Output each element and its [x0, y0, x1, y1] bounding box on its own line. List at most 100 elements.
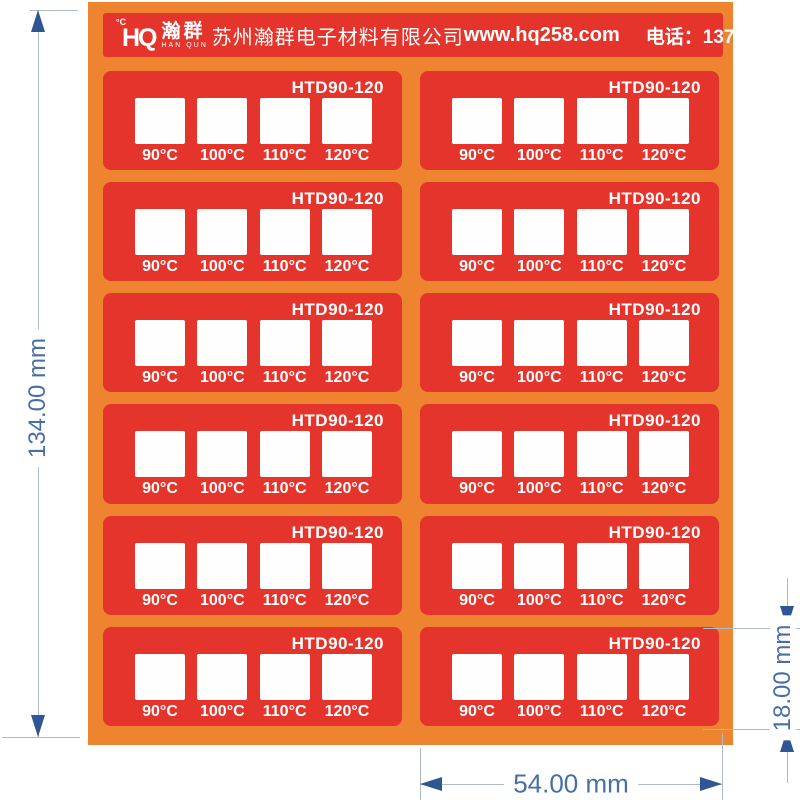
website-url: www.hq258.com [463, 23, 620, 46]
temp-value: 120°C [641, 591, 687, 609]
label-cells: 90°C 100°C 110°C 120°C [448, 320, 693, 387]
temp-indicator-label: HTD90-120 90°C 100°C 110°C 120°C [103, 626, 402, 726]
temp-cell: 110°C [256, 431, 314, 498]
temp-value: 100°C [200, 258, 245, 276]
temp-value: 100°C [200, 702, 245, 720]
temp-indicator-label: HTD90-120 90°C 100°C 110°C 120°C [420, 626, 719, 726]
indicator-window [638, 98, 689, 144]
temp-value: 120°C [324, 702, 370, 720]
indicator-window [576, 320, 627, 367]
indicator-window [135, 431, 185, 478]
indicator-window [514, 209, 565, 256]
indicator-window [259, 98, 310, 144]
indicator-window [321, 431, 372, 478]
temp-cell: 100°C [510, 98, 568, 165]
indicator-window [197, 653, 248, 700]
temp-cell: 90°C [448, 98, 506, 165]
brand-logo: °C HQ 瀚群 HAN QUN [113, 16, 208, 51]
indicator-window [576, 542, 627, 589]
temp-cell: 90°C [448, 542, 506, 610]
temp-value: 120°C [324, 147, 370, 164]
temp-indicator-label: HTD90-120 90°C 100°C 110°C 120°C [103, 404, 402, 504]
temp-cell: 110°C [573, 653, 631, 721]
temp-indicator-label: HTD90-120 90°C 100°C 110°C 120°C [420, 182, 719, 282]
temp-cell: 90°C [448, 320, 506, 387]
temp-value: 120°C [324, 369, 370, 387]
temp-value: 90°C [459, 591, 495, 609]
indicator-window [135, 98, 185, 144]
indicator-window [638, 209, 689, 256]
temp-cell: 110°C [573, 209, 631, 276]
temp-cell: 100°C [510, 209, 568, 276]
label-model: HTD90-120 [291, 300, 384, 320]
dim-width-arrow-left-icon [420, 777, 442, 791]
temp-value: 120°C [641, 702, 687, 720]
temp-value: 120°C [641, 369, 687, 387]
indicator-window [514, 431, 565, 478]
indicator-window [135, 320, 185, 367]
indicator-window [259, 542, 310, 589]
indicator-window [259, 320, 310, 367]
indicator-window [452, 542, 502, 589]
dim-label-height-ext-bottom [703, 729, 800, 730]
temp-cell: 120°C [635, 542, 693, 610]
temp-cell: 100°C [510, 653, 568, 721]
dim-width-ext-left [420, 748, 421, 800]
label-cells: 90°C 100°C 110°C 120°C [131, 431, 376, 498]
dim-width-text: 54.00 mm [504, 770, 638, 799]
label-cells: 90°C 100°C 110°C 120°C [131, 320, 376, 387]
temp-indicator-label: HTD90-120 90°C 100°C 110°C 120°C [103, 71, 402, 171]
label-cells: 90°C 100°C 110°C 120°C [448, 209, 693, 276]
indicator-window [197, 98, 248, 144]
label-cells: 90°C 100°C 110°C 120°C [448, 98, 693, 165]
indicator-window [638, 542, 689, 589]
temp-value: 120°C [324, 480, 370, 498]
temp-value: 90°C [459, 702, 495, 720]
indicator-window [638, 431, 689, 478]
logo-monogram: °C HQ [113, 16, 158, 51]
temp-value: 90°C [142, 702, 178, 720]
temp-value: 110°C [262, 591, 307, 609]
temp-cell: 110°C [573, 542, 631, 610]
dim-height-top-tick [30, 10, 78, 11]
dim-height-bottom-tick [2, 737, 80, 738]
indicator-window [259, 209, 310, 256]
label-model: HTD90-120 [608, 300, 701, 320]
indicator-window [259, 431, 310, 478]
temp-cell: 120°C [318, 209, 376, 276]
temp-cell: 90°C [131, 431, 189, 498]
indicator-window [452, 431, 502, 478]
dim-label-height-text: 18.00 mm [769, 615, 797, 741]
indicator-window [452, 98, 502, 144]
label-cells: 90°C 100°C 110°C 120°C [131, 653, 376, 721]
indicator-window [197, 542, 248, 589]
temp-value: 90°C [459, 147, 495, 164]
temp-cell: 90°C [448, 431, 506, 498]
indicator-window [576, 653, 627, 700]
temp-value: 100°C [517, 369, 562, 387]
degree-celsius-icon: °C [116, 16, 127, 27]
label-cells: 90°C 100°C 110°C 120°C [131, 209, 376, 276]
indicator-window [514, 542, 565, 589]
indicator-window [135, 209, 185, 256]
indicator-window [514, 98, 565, 144]
temp-indicator-label: HTD90-120 90°C 100°C 110°C 120°C [420, 71, 719, 171]
label-cells: 90°C 100°C 110°C 120°C [448, 431, 693, 498]
temp-cell: 120°C [318, 431, 376, 498]
dim-height-arrow-down-icon [31, 715, 45, 737]
temp-value: 120°C [641, 258, 687, 276]
temp-value: 100°C [517, 258, 562, 276]
label-model: HTD90-120 [608, 633, 701, 653]
indicator-window [452, 653, 502, 700]
temp-cell: 100°C [510, 320, 568, 387]
dim-width-arrow-right-icon [700, 777, 722, 791]
temp-cell: 110°C [256, 320, 314, 387]
temp-cell: 100°C [193, 653, 251, 721]
temp-value: 110°C [262, 147, 307, 164]
temp-value: 110°C [579, 591, 624, 609]
temp-value: 100°C [517, 591, 562, 609]
temp-value: 100°C [200, 369, 245, 387]
temp-cell: 110°C [256, 98, 314, 165]
dim-label-height-ext-top [703, 628, 800, 629]
temp-cell: 110°C [573, 98, 631, 165]
